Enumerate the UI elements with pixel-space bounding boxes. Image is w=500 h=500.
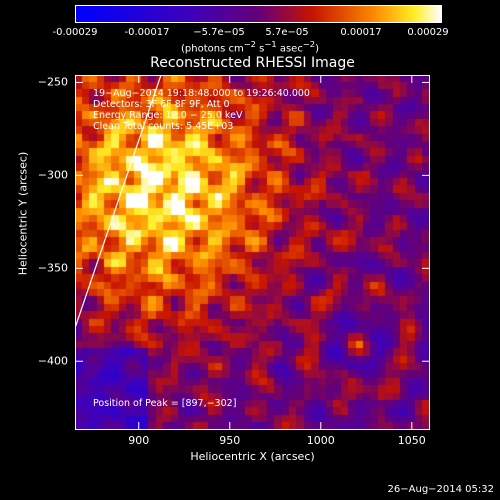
y-tick-label: −300	[37, 168, 68, 182]
solar-limb	[75, 75, 162, 329]
colorbar-tick-label: −5.7e−05	[193, 27, 245, 38]
timestamp: 26−Aug−2014 05:32	[387, 484, 494, 495]
colorbar-units: (photons cm−2 s−1 asec−2)	[180, 39, 320, 55]
colorbar-tick-label: 0.00017	[340, 27, 382, 38]
x-tick-label: 1000	[306, 434, 335, 447]
chart-title: Reconstructed RHESSI Image	[150, 55, 355, 71]
colorbar-tick-label: 0.00029	[407, 27, 449, 38]
algorithm-label: Clean Total counts: 5.45E+03	[93, 121, 234, 132]
plot-frame	[75, 75, 430, 430]
y-tick-label: −250	[37, 75, 68, 89]
colorbar	[75, 5, 442, 23]
colorbar-tick-label: -0.00029	[52, 27, 98, 38]
detectors-label: Detectors: 3F 6F 8F 9F, Att 0	[93, 99, 230, 110]
y-axis-label: Heliocentric Y (arcsec)	[16, 151, 30, 276]
y-tick-label: −350	[37, 261, 68, 275]
tick-marks	[75, 75, 430, 430]
colorbar-tick-label: -0.00017	[124, 27, 170, 38]
rhessi-image	[75, 75, 430, 430]
peak-position-label: Position of Peak = [897,−302]	[93, 398, 237, 409]
time-range-label: 19−Aug−2014 19:18:48.000 to 19:26:40.000	[93, 88, 310, 99]
x-tick-label: 950	[219, 434, 241, 447]
energy-range-label: Energy Range: 12.0 − 25.0 keV	[93, 110, 243, 121]
x-tick-label: 1050	[397, 434, 426, 447]
y-tick-label: −400	[37, 354, 68, 368]
colorbar-tick-label: 5.7e−05	[265, 27, 309, 38]
x-axis-label: Heliocentric X (arcsec)	[190, 450, 315, 463]
x-tick-label: 900	[128, 434, 150, 447]
